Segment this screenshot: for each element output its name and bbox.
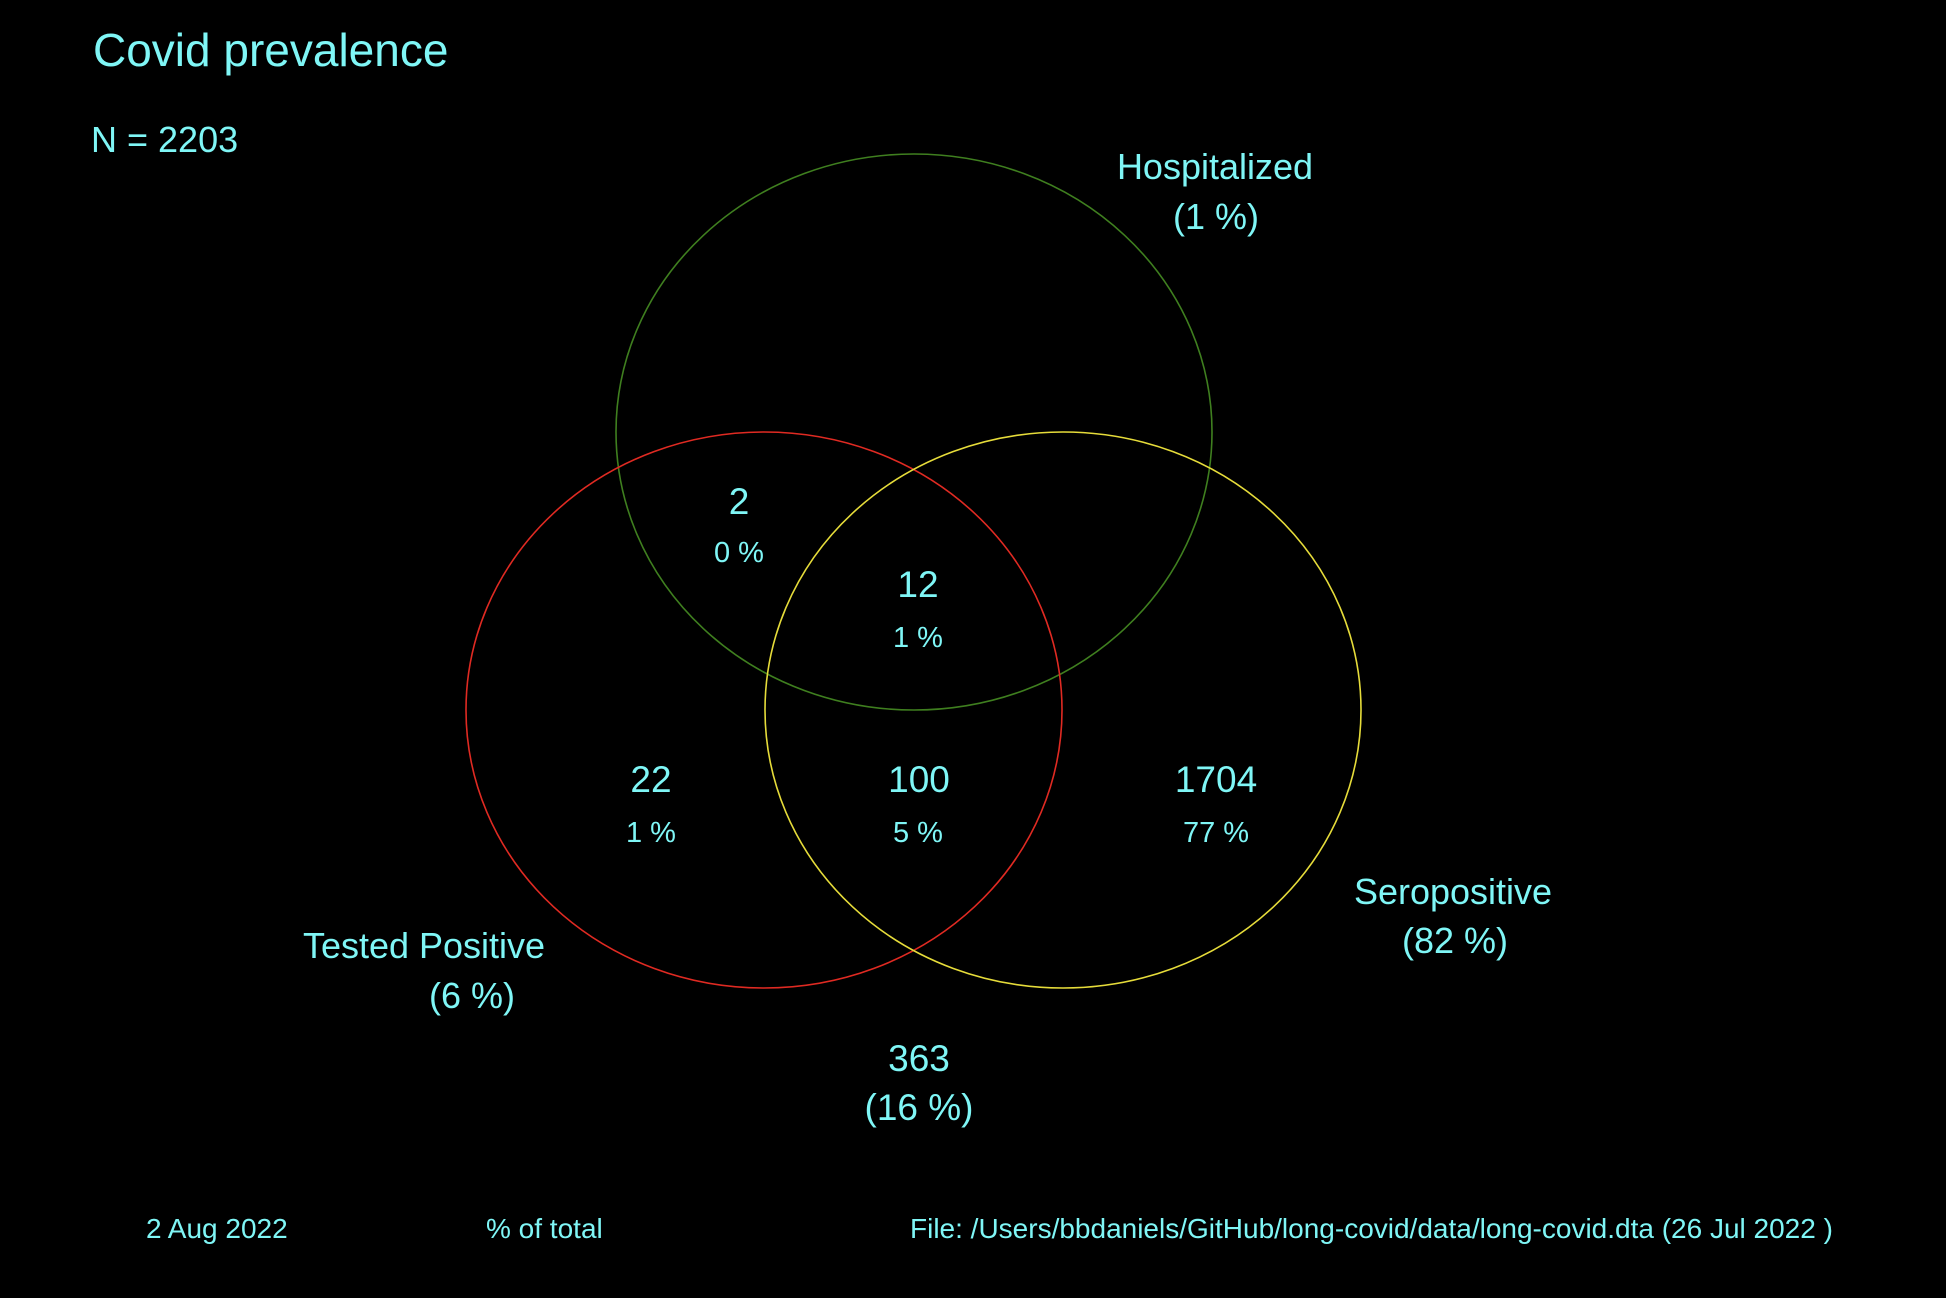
tested-positive-circle (465, 431, 1063, 989)
region-none-count: 363 (888, 1038, 950, 1079)
region-all-three-pct: 1 % (893, 622, 943, 654)
seropositive-pct: (82 %) (1402, 920, 1508, 961)
region-all-three-count: 12 (897, 564, 938, 605)
footer-date: 2 Aug 2022 (146, 1213, 288, 1244)
region-tested-sero-pct: 5 % (893, 817, 943, 849)
region-hosp-tested-pct: 0 % (714, 537, 764, 569)
tested-positive-pct: (6 %) (429, 975, 515, 1016)
region-sero-only-count: 1704 (1175, 759, 1257, 800)
footer-file: File: /Users/bbdaniels/GitHub/long-covid… (910, 1213, 1833, 1244)
region-tested-only-pct: 1 % (626, 817, 676, 849)
region-tested-sero-count: 100 (888, 759, 950, 800)
hospitalized-circle (615, 153, 1213, 711)
seropositive-label: Seropositive (1354, 871, 1552, 912)
region-tested-only-count: 22 (630, 759, 671, 800)
footer-note: % of total (486, 1213, 603, 1244)
region-sero-only-pct: 77 % (1183, 817, 1249, 849)
seropositive-circle (764, 431, 1362, 989)
region-hosp-tested-count: 2 (729, 481, 750, 522)
region-none-pct: (16 %) (865, 1087, 974, 1128)
tested-positive-label: Tested Positive (303, 925, 545, 966)
n-label: N = 2203 (91, 119, 238, 160)
hospitalized-pct: (1 %) (1173, 196, 1259, 237)
chart-title: Covid prevalence (93, 24, 448, 76)
hospitalized-label: Hospitalized (1117, 146, 1313, 187)
